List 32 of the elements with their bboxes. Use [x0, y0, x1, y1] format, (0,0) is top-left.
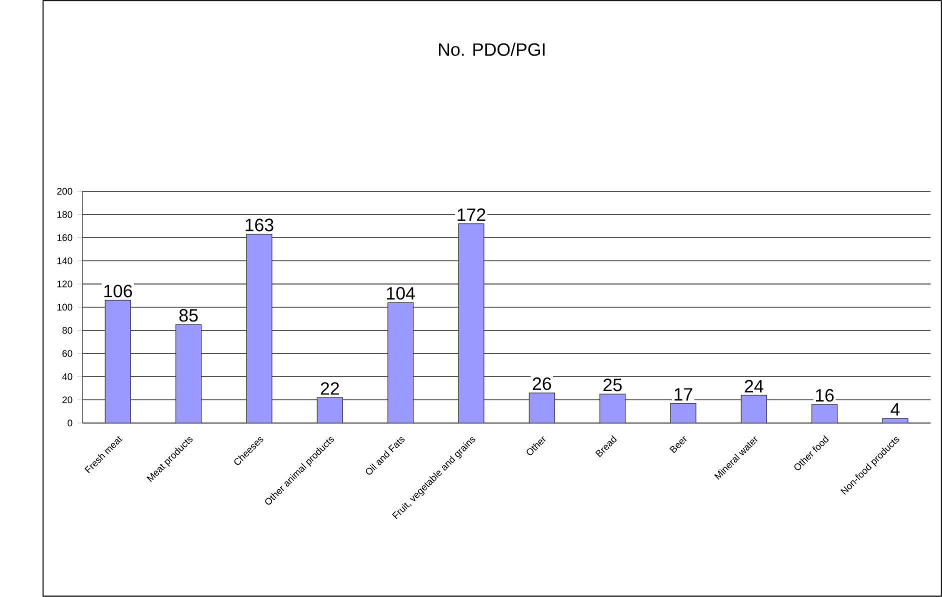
data-label: 26: [532, 377, 552, 390]
data-label: 22: [320, 382, 339, 395]
bar: [176, 324, 202, 424]
y-tick-label: 40: [62, 373, 72, 380]
y-tick-label: 100: [57, 304, 72, 311]
data-label: 104: [387, 287, 415, 300]
y-tick-label: 80: [62, 327, 72, 334]
data-label: 4: [890, 403, 900, 416]
bar: [740, 394, 767, 424]
data-label: 163: [246, 218, 274, 232]
data-label: 17: [674, 388, 692, 401]
y-tick-label: 200: [57, 188, 72, 195]
data-label: 16: [816, 389, 834, 402]
y-tick-label: 20: [62, 396, 72, 404]
y-tick-label: 180: [57, 211, 72, 218]
bar: [882, 418, 908, 424]
bar: [458, 224, 484, 424]
bar: [528, 392, 555, 424]
data-label: 106: [104, 284, 132, 298]
bar: [670, 403, 696, 424]
y-tick-label: 120: [57, 280, 72, 288]
y-tick-label: 140: [57, 258, 72, 264]
data-label: 25: [604, 378, 622, 392]
y-tick-label: 60: [62, 350, 72, 357]
bar: [104, 300, 131, 424]
bar: [811, 404, 838, 424]
y-tick-label: 0: [68, 420, 72, 426]
data-label: 24: [744, 380, 764, 392]
data-label: 85: [179, 309, 198, 322]
data-label: 172: [458, 208, 486, 221]
chart-title: No. PDO/PGI: [439, 42, 545, 56]
y-tick-label: 160: [57, 234, 72, 242]
